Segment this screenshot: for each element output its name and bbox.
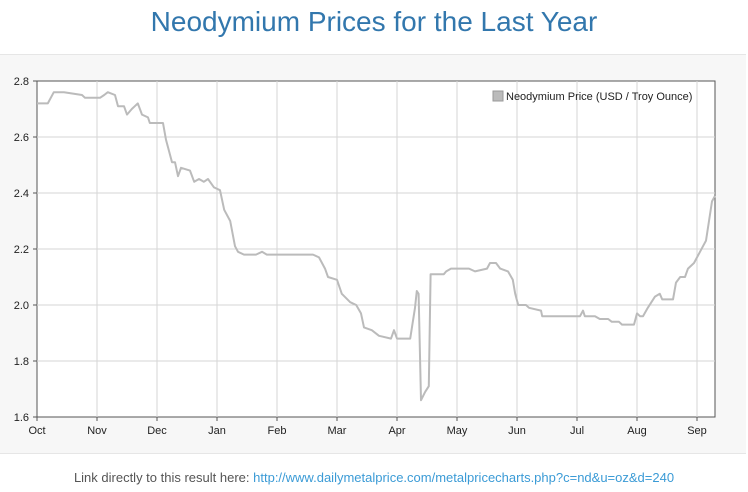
x-axis: Oct Nov Dec Jan Feb Mar Apr May Jun Jul Aug Sep — [28, 417, 707, 437]
series-line-neodymium-price — [37, 91, 716, 402]
y-tick-label: 2.6 — [14, 132, 29, 144]
x-tick-label: Nov — [87, 425, 107, 437]
x-tick-label: Jan — [208, 425, 226, 437]
y-tick-label: 2.4 — [14, 188, 29, 200]
result-link-line: Link directly to this result here: http:… — [0, 470, 748, 485]
x-tick-label: Aug — [627, 425, 647, 437]
x-tick-label: Jul — [570, 425, 584, 437]
x-tick-label: Dec — [147, 425, 167, 437]
legend-swatch — [492, 90, 504, 102]
y-axis: 1.6 1.8 2.0 2.2 2.4 2.6 2.8 — [14, 76, 37, 424]
y-tick-label: 2.2 — [14, 244, 29, 256]
y-tick-label: 1.6 — [14, 412, 29, 424]
legend-label: Neodymium Price (USD / Troy Ounce) — [506, 91, 692, 103]
y-tick-label: 2.0 — [14, 300, 29, 312]
x-tick-label: Feb — [268, 425, 287, 437]
neodymium-price-chart: 1.6 1.8 2.0 2.2 2.4 2.6 2.8 Oct Nov Dec Jan Feb Mar… — [14, 76, 716, 437]
link-prefix: Link directly to this result here: — [73, 470, 250, 485]
y-tick-label: 1.8 — [14, 356, 29, 368]
x-tick-label: Sep — [687, 425, 707, 437]
page-title: Neodymium Prices for the Last Year — [150, 6, 598, 37]
result-link[interactable]: http://www.dailymetalprice.com/metalpric… — [253, 470, 675, 485]
x-tick-label: Apr — [388, 425, 405, 437]
legend: Neodymium Price (USD / Troy Ounce) — [492, 90, 692, 103]
x-tick-label: Jun — [508, 425, 526, 437]
x-tick-label: Mar — [328, 425, 347, 437]
y-tick-label: 2.8 — [14, 76, 29, 88]
grid-lines — [37, 81, 715, 417]
x-tick-label: May — [447, 425, 468, 437]
x-tick-label: Oct — [28, 425, 45, 437]
